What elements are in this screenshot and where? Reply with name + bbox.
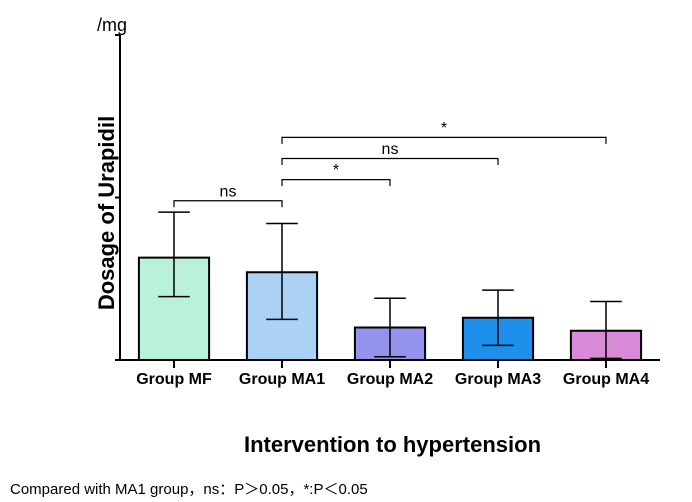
footnote: Compared with MA1 group，ns：P＞0.05，*:P＜0.… (10, 478, 368, 499)
significance-label: * (441, 120, 447, 137)
bar-chart: 012Group MFGroup MA1Group MA2Group MA3Gr… (115, 25, 670, 400)
category-label: Group MA1 (239, 371, 325, 388)
significance-bracket (282, 137, 606, 144)
significance-label: ns (220, 183, 237, 200)
significance-label: * (333, 162, 339, 179)
category-label: Group MF (136, 371, 212, 388)
x-axis-label-text: Intervention to hypertension (244, 432, 541, 457)
x-axis-label: Intervention to hypertension (244, 432, 541, 458)
category-label: Group MA2 (347, 371, 433, 388)
category-label: Group MA3 (455, 371, 541, 388)
significance-bracket (282, 159, 498, 166)
significance-label: ns (382, 141, 399, 158)
category-label: Group MA4 (563, 371, 649, 388)
significance-bracket (282, 180, 390, 187)
footnote-text: Compared with MA1 group，ns：P＞0.05，*:P＜0.… (10, 481, 368, 498)
significance-bracket (174, 201, 282, 208)
